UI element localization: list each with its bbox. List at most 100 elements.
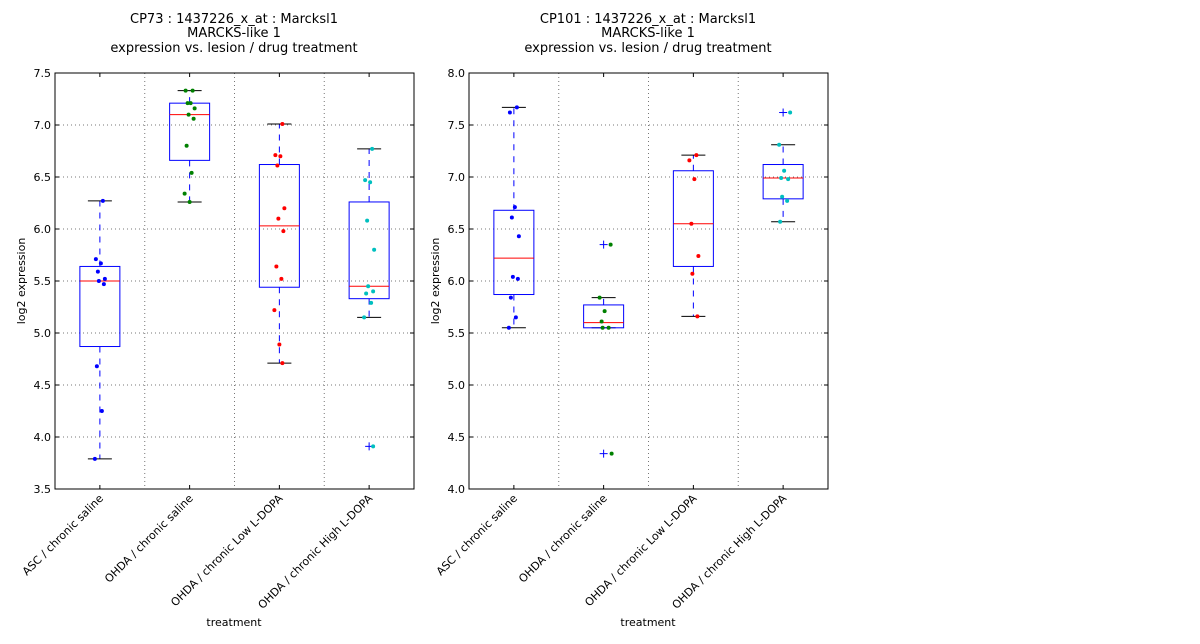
box-0: [79, 198, 121, 461]
data-point: [272, 308, 277, 313]
chart-title-line-2: MARCKS-like 1: [601, 26, 695, 41]
chart-title-line-1: CP101 : 1437226_x_at : Marcksl1: [540, 12, 756, 27]
data-point: [182, 191, 187, 196]
box-iqr: [79, 265, 121, 348]
x-axis-label: treatment: [620, 616, 676, 629]
box-iqr: [762, 164, 804, 200]
data-point: [602, 309, 607, 314]
data-point: [279, 276, 284, 281]
box-1: [169, 88, 211, 204]
data-point: [785, 198, 790, 203]
data-point: [365, 218, 370, 223]
data-point: [96, 279, 101, 283]
data-point: [609, 451, 614, 456]
data-point: [275, 163, 280, 168]
data-point: [506, 325, 511, 330]
y-tick-label: 5.5: [34, 275, 52, 288]
axes-frame: [54, 72, 415, 490]
data-point: [273, 153, 278, 158]
data-point: [512, 205, 517, 210]
data-point: [101, 282, 106, 287]
data-point: [777, 142, 782, 147]
data-point: [788, 110, 793, 115]
data-point: [280, 361, 285, 366]
y-tick-label: 8.0: [448, 67, 466, 80]
data-point: [364, 291, 369, 296]
y-axis-label: log2 expression: [429, 238, 442, 325]
box-2: [672, 153, 714, 319]
data-point: [509, 215, 514, 220]
data-point: [689, 221, 694, 226]
data-point: [508, 295, 513, 300]
data-point: [510, 274, 515, 279]
box-iqr: [169, 102, 211, 161]
box-3: [762, 108, 804, 224]
data-point: [187, 199, 192, 204]
data-point: [93, 257, 98, 262]
plot-area: 4.0 4.5 5.0 5.5 6.0 6.5 7.0 7.5 8.0 ASC / chronic…: [434, 67, 829, 612]
y-tick-label: 4.0: [448, 483, 466, 496]
data-point: [513, 315, 518, 320]
data-point: [692, 177, 697, 182]
y-tick-label: 4.0: [34, 431, 52, 444]
y-axis-label: log2 expression: [15, 238, 28, 325]
x-tick-label: OHDA / chronic saline: [516, 492, 610, 586]
y-tick-label: 7.0: [448, 171, 466, 184]
data-point: [695, 314, 700, 319]
data-point: [516, 234, 521, 239]
data-point: [183, 88, 188, 93]
data-point: [371, 289, 376, 294]
data-point: [778, 219, 783, 224]
x-tick-label: ASC / chronic saline: [434, 492, 520, 578]
x-axis-label: treatment: [206, 616, 262, 629]
y-tick-label: 4.5: [34, 379, 52, 392]
data-point: [102, 276, 107, 281]
y-tick-label: 6.0: [34, 223, 52, 236]
data-point: [363, 178, 368, 183]
data-point: [608, 242, 613, 247]
data-point: [782, 168, 787, 173]
chart-title-line-2: MARCKS-like 1: [187, 26, 281, 41]
box-iqr: [672, 170, 714, 267]
box-iqr: [493, 209, 535, 296]
y-tick-label: 6.0: [448, 275, 466, 288]
data-point: [282, 206, 287, 211]
y-tick-label: 4.5: [448, 431, 466, 444]
data-point: [94, 364, 99, 369]
data-point: [370, 146, 375, 151]
data-point: [514, 105, 519, 110]
data-point: [694, 153, 699, 158]
y-tick-label: 7.5: [448, 119, 466, 132]
x-tick-label: OHDA / chronic saline: [102, 492, 196, 586]
data-point: [362, 315, 367, 320]
box-iqr: [583, 304, 625, 329]
data-point: [281, 229, 286, 234]
data-point: [606, 325, 611, 330]
data-point: [192, 106, 197, 111]
data-point: [191, 116, 196, 121]
data-point: [184, 143, 189, 148]
data-point: [371, 444, 376, 449]
y-tick-label: 6.5: [34, 171, 52, 184]
data-point: [780, 194, 785, 199]
box-0: [493, 105, 535, 330]
data-point: [515, 276, 520, 281]
data-point: [190, 88, 195, 93]
y-tick-label: 3.5: [34, 483, 52, 496]
y-tick-label: 6.5: [448, 223, 466, 236]
data-point: [369, 300, 374, 305]
data-point: [186, 112, 191, 117]
axes-frame: [468, 72, 829, 490]
data-point: [599, 319, 604, 324]
data-point: [189, 170, 194, 175]
box-2: [258, 121, 300, 366]
data-point: [278, 154, 283, 159]
data-point: [687, 158, 692, 163]
data-point: [185, 101, 190, 106]
data-point: [98, 261, 103, 266]
data-point: [100, 198, 105, 203]
chart-title-line-1: CP73 : 1437226_x_at : Marcksl1: [130, 12, 338, 27]
data-point: [786, 177, 791, 182]
data-point: [274, 264, 279, 269]
